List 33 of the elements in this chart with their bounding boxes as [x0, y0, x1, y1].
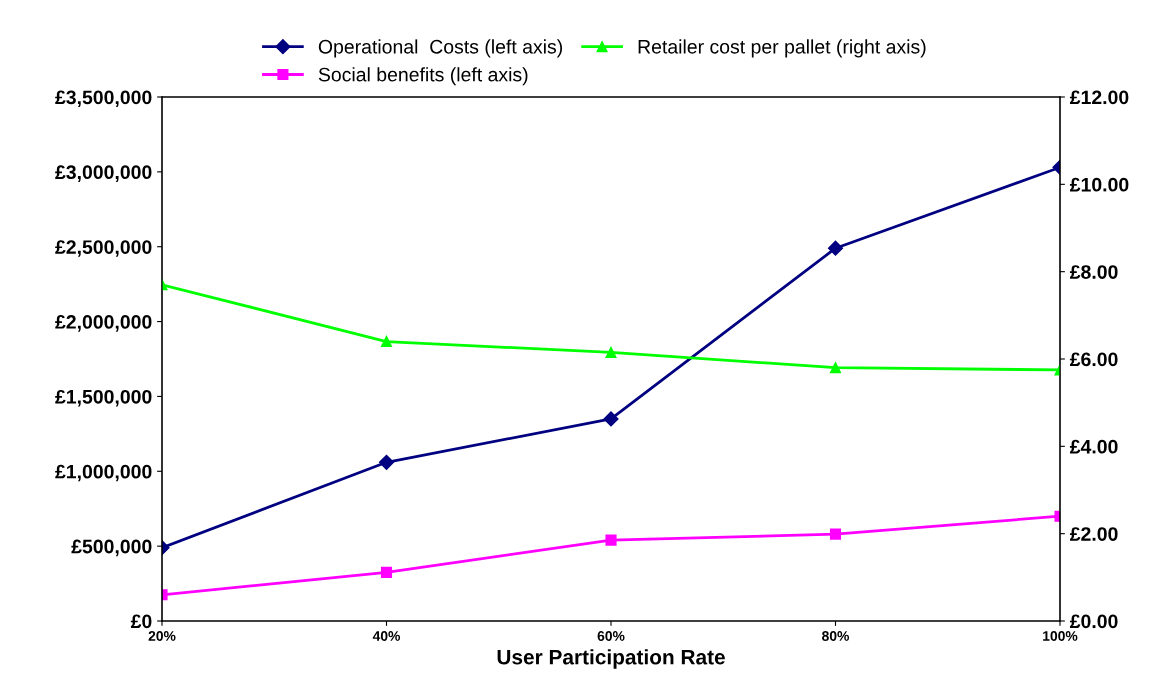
point: [829, 362, 842, 374]
point: [829, 528, 842, 540]
y-tick-label: £3,500,000: [55, 90, 152, 108]
point: [603, 411, 619, 427]
y-tick-label: £1,000,000: [55, 464, 152, 482]
y2-tick-label: £10.00: [1069, 177, 1129, 192]
y-tick-label: £2,000,000: [55, 315, 152, 332]
x-tick-label: 80%: [822, 631, 850, 641]
y-tick-label: £1,500,000: [55, 389, 152, 407]
y-tick-label: £2,500,000: [55, 240, 152, 257]
legend-label: Retailer cost per pallet (right axis): [638, 39, 926, 58]
point: [380, 566, 393, 578]
y2-tick-label: £4.00: [1069, 439, 1118, 454]
x-tick-label: 40%: [372, 631, 401, 641]
y-tick-label: £3,000,000: [55, 165, 152, 182]
point: [827, 240, 844, 256]
y2-tick-label: £0.00: [1069, 614, 1118, 629]
point: [378, 454, 395, 470]
point: [605, 534, 617, 546]
x-tick-label: 20%: [148, 631, 176, 641]
y-tick-label: £0: [130, 614, 152, 629]
x-tick-label: 60%: [597, 631, 625, 641]
y2-tick-label: £2.00: [1069, 527, 1118, 541]
x-tick-label: 100%: [1043, 631, 1078, 641]
y2-tick-label: £12.00: [1069, 90, 1129, 105]
y-tick-label: £500,000: [71, 539, 152, 557]
y2-tick-label: £6.00: [1069, 352, 1118, 367]
point: [605, 346, 617, 359]
legend-label: Operational Costs (left axis): [318, 39, 563, 58]
legend-label: Social benefits (left axis): [318, 67, 528, 86]
point: [380, 335, 393, 348]
x-axis-title: User Participation Rate: [497, 649, 725, 669]
y2-tick-label: £8.00: [1069, 265, 1118, 279]
